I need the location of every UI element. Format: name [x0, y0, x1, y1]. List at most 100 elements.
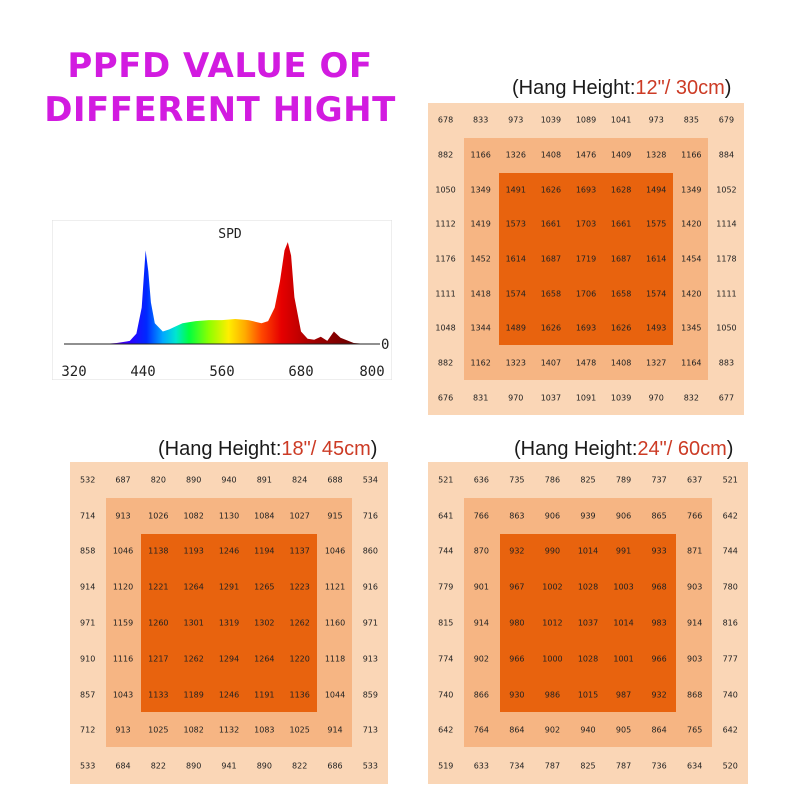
ppfd-value: 1027: [289, 511, 310, 521]
ppfd-value: 913: [115, 725, 131, 735]
ppfd-value: 1626: [610, 323, 632, 333]
ppfd-value: 766: [473, 511, 489, 521]
hang-label-value: 24"/ 60cm: [637, 438, 727, 460]
ppfd-value: 714: [80, 511, 96, 521]
ppfd-value: 1345: [681, 323, 702, 333]
ppfd-value: 905: [615, 725, 632, 735]
ppfd-value: 1614: [646, 254, 667, 264]
ppfd-value: 789: [615, 475, 632, 485]
ppfd-value: 933: [651, 546, 667, 556]
ppfd-value: 1194: [254, 546, 275, 556]
ppfd-value: 858: [80, 546, 96, 556]
ppfd-value: 1418: [470, 289, 491, 299]
ppfd-value: 1082: [183, 511, 204, 521]
ppfd-value: 1025: [289, 725, 310, 735]
ppfd-value: 1116: [112, 654, 134, 664]
ppfd-value: 1574: [646, 289, 667, 299]
hang-label-prefix: (Hang Height:: [514, 438, 638, 460]
ppfd-value: 903: [687, 654, 703, 664]
ppfd-value: 822: [150, 761, 166, 771]
ppfd-value: 1217: [148, 654, 169, 664]
ppfd-value: 1043: [112, 690, 134, 700]
ppfd-value: 966: [651, 654, 667, 664]
ppfd-value: 766: [687, 511, 703, 521]
ppfd-value: 740: [722, 690, 738, 700]
ppfd-value: 1015: [577, 690, 599, 700]
ppfd-value: 686: [327, 761, 343, 771]
ppfd-value: 1012: [542, 618, 563, 628]
ppfd-value: 906: [615, 511, 632, 521]
hang-label-suffix: ): [724, 77, 732, 99]
ppfd-value: 1091: [575, 393, 597, 403]
ppfd-value: 1132: [218, 725, 240, 735]
ppfd-value: 1493: [646, 323, 667, 333]
ppfd-value: 890: [186, 475, 202, 485]
spd-chart: SPD 0 320 440 560 680 800: [52, 220, 392, 380]
ppfd-value: 1420: [681, 219, 702, 229]
ppfd-value: 777: [722, 654, 738, 664]
ppfd-value: 1189: [183, 690, 204, 700]
ppfd-value: 1419: [470, 219, 491, 229]
ppfd-value: 890: [186, 761, 202, 771]
hang-label-prefix: (Hang Height:: [512, 77, 636, 99]
ppfd-value: 1327: [646, 358, 667, 368]
ppfd-value: 1014: [613, 618, 634, 628]
ppfd-value: 824: [292, 475, 308, 485]
spd-x-tick-label: 560: [209, 364, 234, 380]
ppfd-value: 1344: [470, 323, 491, 333]
ppfd-value: 866: [473, 690, 489, 700]
ppfd-value: 684: [115, 761, 131, 771]
ppfd-value: 1112: [435, 219, 456, 229]
ppfd-value: 1719: [575, 254, 597, 264]
ppfd-value: 1162: [470, 358, 491, 368]
ppfd-zone-center: [499, 534, 677, 712]
ppfd-value: 1137: [289, 546, 310, 556]
ppfd-value: 1050: [716, 323, 737, 333]
ppfd-value: 1026: [148, 511, 169, 521]
ppfd-value: 1138: [148, 546, 169, 556]
ppfd-value: 787: [544, 761, 561, 771]
ppfd-value: 519: [438, 761, 454, 771]
ppfd-value: 1454: [681, 254, 702, 264]
ppfd-value: 966: [509, 654, 525, 664]
ppfd-value: 1706: [575, 289, 597, 299]
ppfd-value: 1264: [254, 654, 275, 664]
ppfd-zone-center: [498, 173, 674, 345]
ppfd-value: 1476: [575, 150, 597, 160]
ppfd-value: 1687: [540, 254, 562, 264]
ppfd-value: 970: [508, 393, 524, 403]
ppfd-value: 1291: [218, 582, 240, 592]
ppfd-value: 915: [327, 511, 343, 521]
ppfd-value: 914: [80, 582, 96, 592]
ppfd-value: 940: [580, 725, 596, 735]
ppfd-value: 637: [687, 475, 703, 485]
ppfd-value: 941: [221, 761, 237, 771]
ppfd-value: 1574: [505, 289, 526, 299]
ppfd-value: 914: [687, 618, 703, 628]
ppfd-value: 1262: [289, 618, 310, 628]
ppfd-value: 816: [722, 618, 738, 628]
ppfd-value: 1050: [435, 185, 456, 195]
ppfd-value: 1221: [148, 582, 169, 592]
hang-label-prefix: (Hang Height:: [158, 438, 282, 460]
ppfd-value: 983: [651, 618, 667, 628]
ppfd-value: 932: [509, 546, 525, 556]
ppfd-value: 1452: [470, 254, 491, 264]
ppfd-value: 1262: [183, 654, 204, 664]
ppfd-value: 676: [437, 393, 454, 403]
ppfd-value: 1089: [575, 115, 597, 125]
ppfd-value: 713: [362, 725, 378, 735]
hang-height-label-60cm: (Hang Height:24"/ 60cm): [514, 438, 733, 461]
ppfd-value: 1052: [716, 185, 737, 195]
ppfd-value: 831: [473, 393, 489, 403]
ppfd-value: 1575: [646, 219, 667, 229]
ppfd-value: 822: [292, 761, 308, 771]
ppfd-value: 1014: [577, 546, 599, 556]
ppfd-value: 1661: [610, 219, 632, 229]
ppfd-value: 1626: [540, 323, 562, 333]
spd-x-tick-label: 680: [288, 364, 313, 380]
spd-series-area: [103, 242, 380, 344]
ppfd-value: 1178: [716, 254, 737, 264]
ppfd-value: 973: [648, 115, 664, 125]
ppfd-value: 1328: [646, 150, 667, 160]
